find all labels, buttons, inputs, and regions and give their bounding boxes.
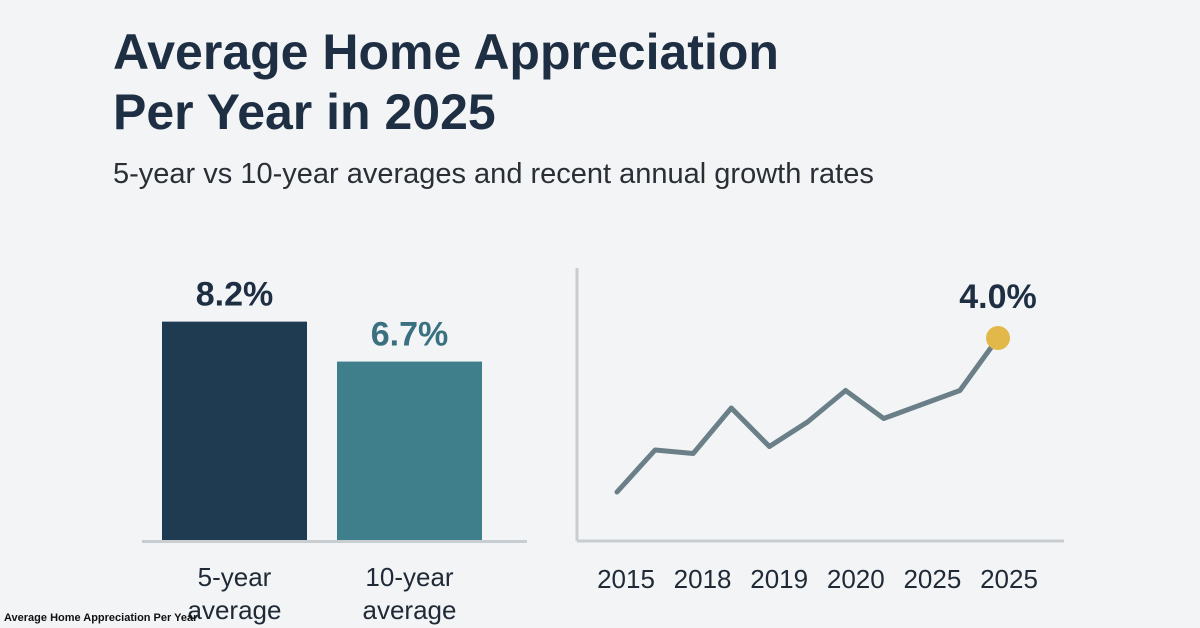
title-line-1: Average Home Appreciation [113,24,779,80]
bar-value-label: 6.7% [371,316,449,354]
image-caption: Average Home Appreciation Per Year [4,612,198,624]
end-value-label: 4.0% [959,278,1037,316]
bar-category-label: average [363,595,457,625]
x-tick-label: 2015 [597,564,655,594]
x-tick-label: 2020 [827,564,885,594]
bar-value-label: 8.2% [196,276,274,314]
chart-subtitle: 5-year vs 10-year averages and recent an… [113,158,874,190]
bar-category-label: average [188,595,282,625]
bar-category-label: 5-year [198,562,272,592]
chart-title: Average Home Appreciation Per Year in 20… [113,22,1013,142]
x-tick-label: 2018 [674,564,732,594]
x-tick-label: 2025 [980,564,1038,594]
highlight-point [986,326,1010,350]
bar-5-year [162,321,307,540]
growth-line-series [614,335,1001,495]
x-tick-label: 2019 [750,564,808,594]
bar-category-label: 10-year [365,562,453,592]
title-line-2: Per Year in 2025 [113,84,496,140]
bar-10-year [337,361,482,540]
x-tick-label: 2025 [903,564,961,594]
